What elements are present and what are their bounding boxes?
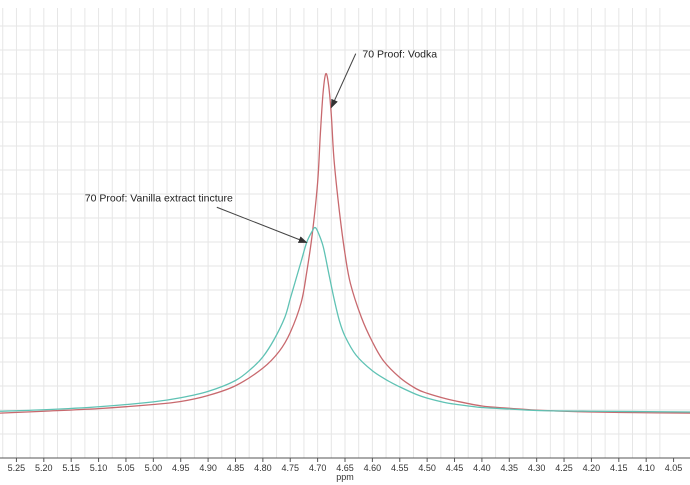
x-tick-label: 4.70 bbox=[309, 463, 327, 473]
series-line-1 bbox=[0, 226, 690, 413]
x-tick-label: 5.20 bbox=[35, 463, 53, 473]
x-tick-label: 5.25 bbox=[8, 463, 26, 473]
x-tick-label: 4.80 bbox=[254, 463, 272, 473]
annotation-label-0: 70 Proof: Vodka bbox=[362, 49, 437, 61]
x-tick-label: 5.10 bbox=[90, 463, 108, 473]
x-tick-label: 4.40 bbox=[473, 463, 491, 473]
x-axis-ticks bbox=[15, 458, 675, 462]
series-group bbox=[0, 72, 690, 414]
x-tick-label: 4.10 bbox=[637, 463, 655, 473]
annotation-arrow-0 bbox=[330, 53, 357, 109]
annotation-arrow-1 bbox=[216, 206, 308, 243]
x-tick-label: 4.05 bbox=[665, 463, 683, 473]
x-tick-label: 4.90 bbox=[199, 463, 217, 473]
x-tick-label: 5.00 bbox=[145, 463, 163, 473]
x-tick-label: 4.85 bbox=[227, 463, 245, 473]
x-axis-title: ppm bbox=[336, 472, 354, 482]
x-tick-label: 4.50 bbox=[418, 463, 436, 473]
x-tick-label: 4.30 bbox=[528, 463, 546, 473]
x-tick-label: 4.25 bbox=[555, 463, 573, 473]
x-tick-label: 5.05 bbox=[117, 463, 135, 473]
x-tick-label: 4.75 bbox=[281, 463, 299, 473]
horizontal-grid-lines bbox=[0, 25, 690, 435]
x-tick-label: 4.35 bbox=[501, 463, 519, 473]
x-tick-label: 4.95 bbox=[172, 463, 190, 473]
x-tick-label: 4.45 bbox=[446, 463, 464, 473]
series-line-0 bbox=[0, 72, 690, 414]
vertical-grid-lines bbox=[2, 8, 661, 458]
annotation-label-1: 70 Proof: Vanilla extract tincture bbox=[85, 192, 233, 204]
x-axis-tick-labels: 5.25 5.20 5.15 5.10 5.05 5.00 4.95 4.90 4.85 4.80… bbox=[8, 463, 683, 473]
x-tick-label: 4.55 bbox=[391, 463, 409, 473]
annotations: 70 Proof: Vodka 70 Proof: Vanilla extract… bbox=[85, 49, 437, 243]
x-tick-label: 4.20 bbox=[583, 463, 601, 473]
x-tick-label: 4.60 bbox=[364, 463, 382, 473]
x-tick-label: 4.65 bbox=[336, 463, 354, 473]
x-tick-label: 5.15 bbox=[62, 463, 80, 473]
x-tick-label: 4.15 bbox=[610, 463, 628, 473]
